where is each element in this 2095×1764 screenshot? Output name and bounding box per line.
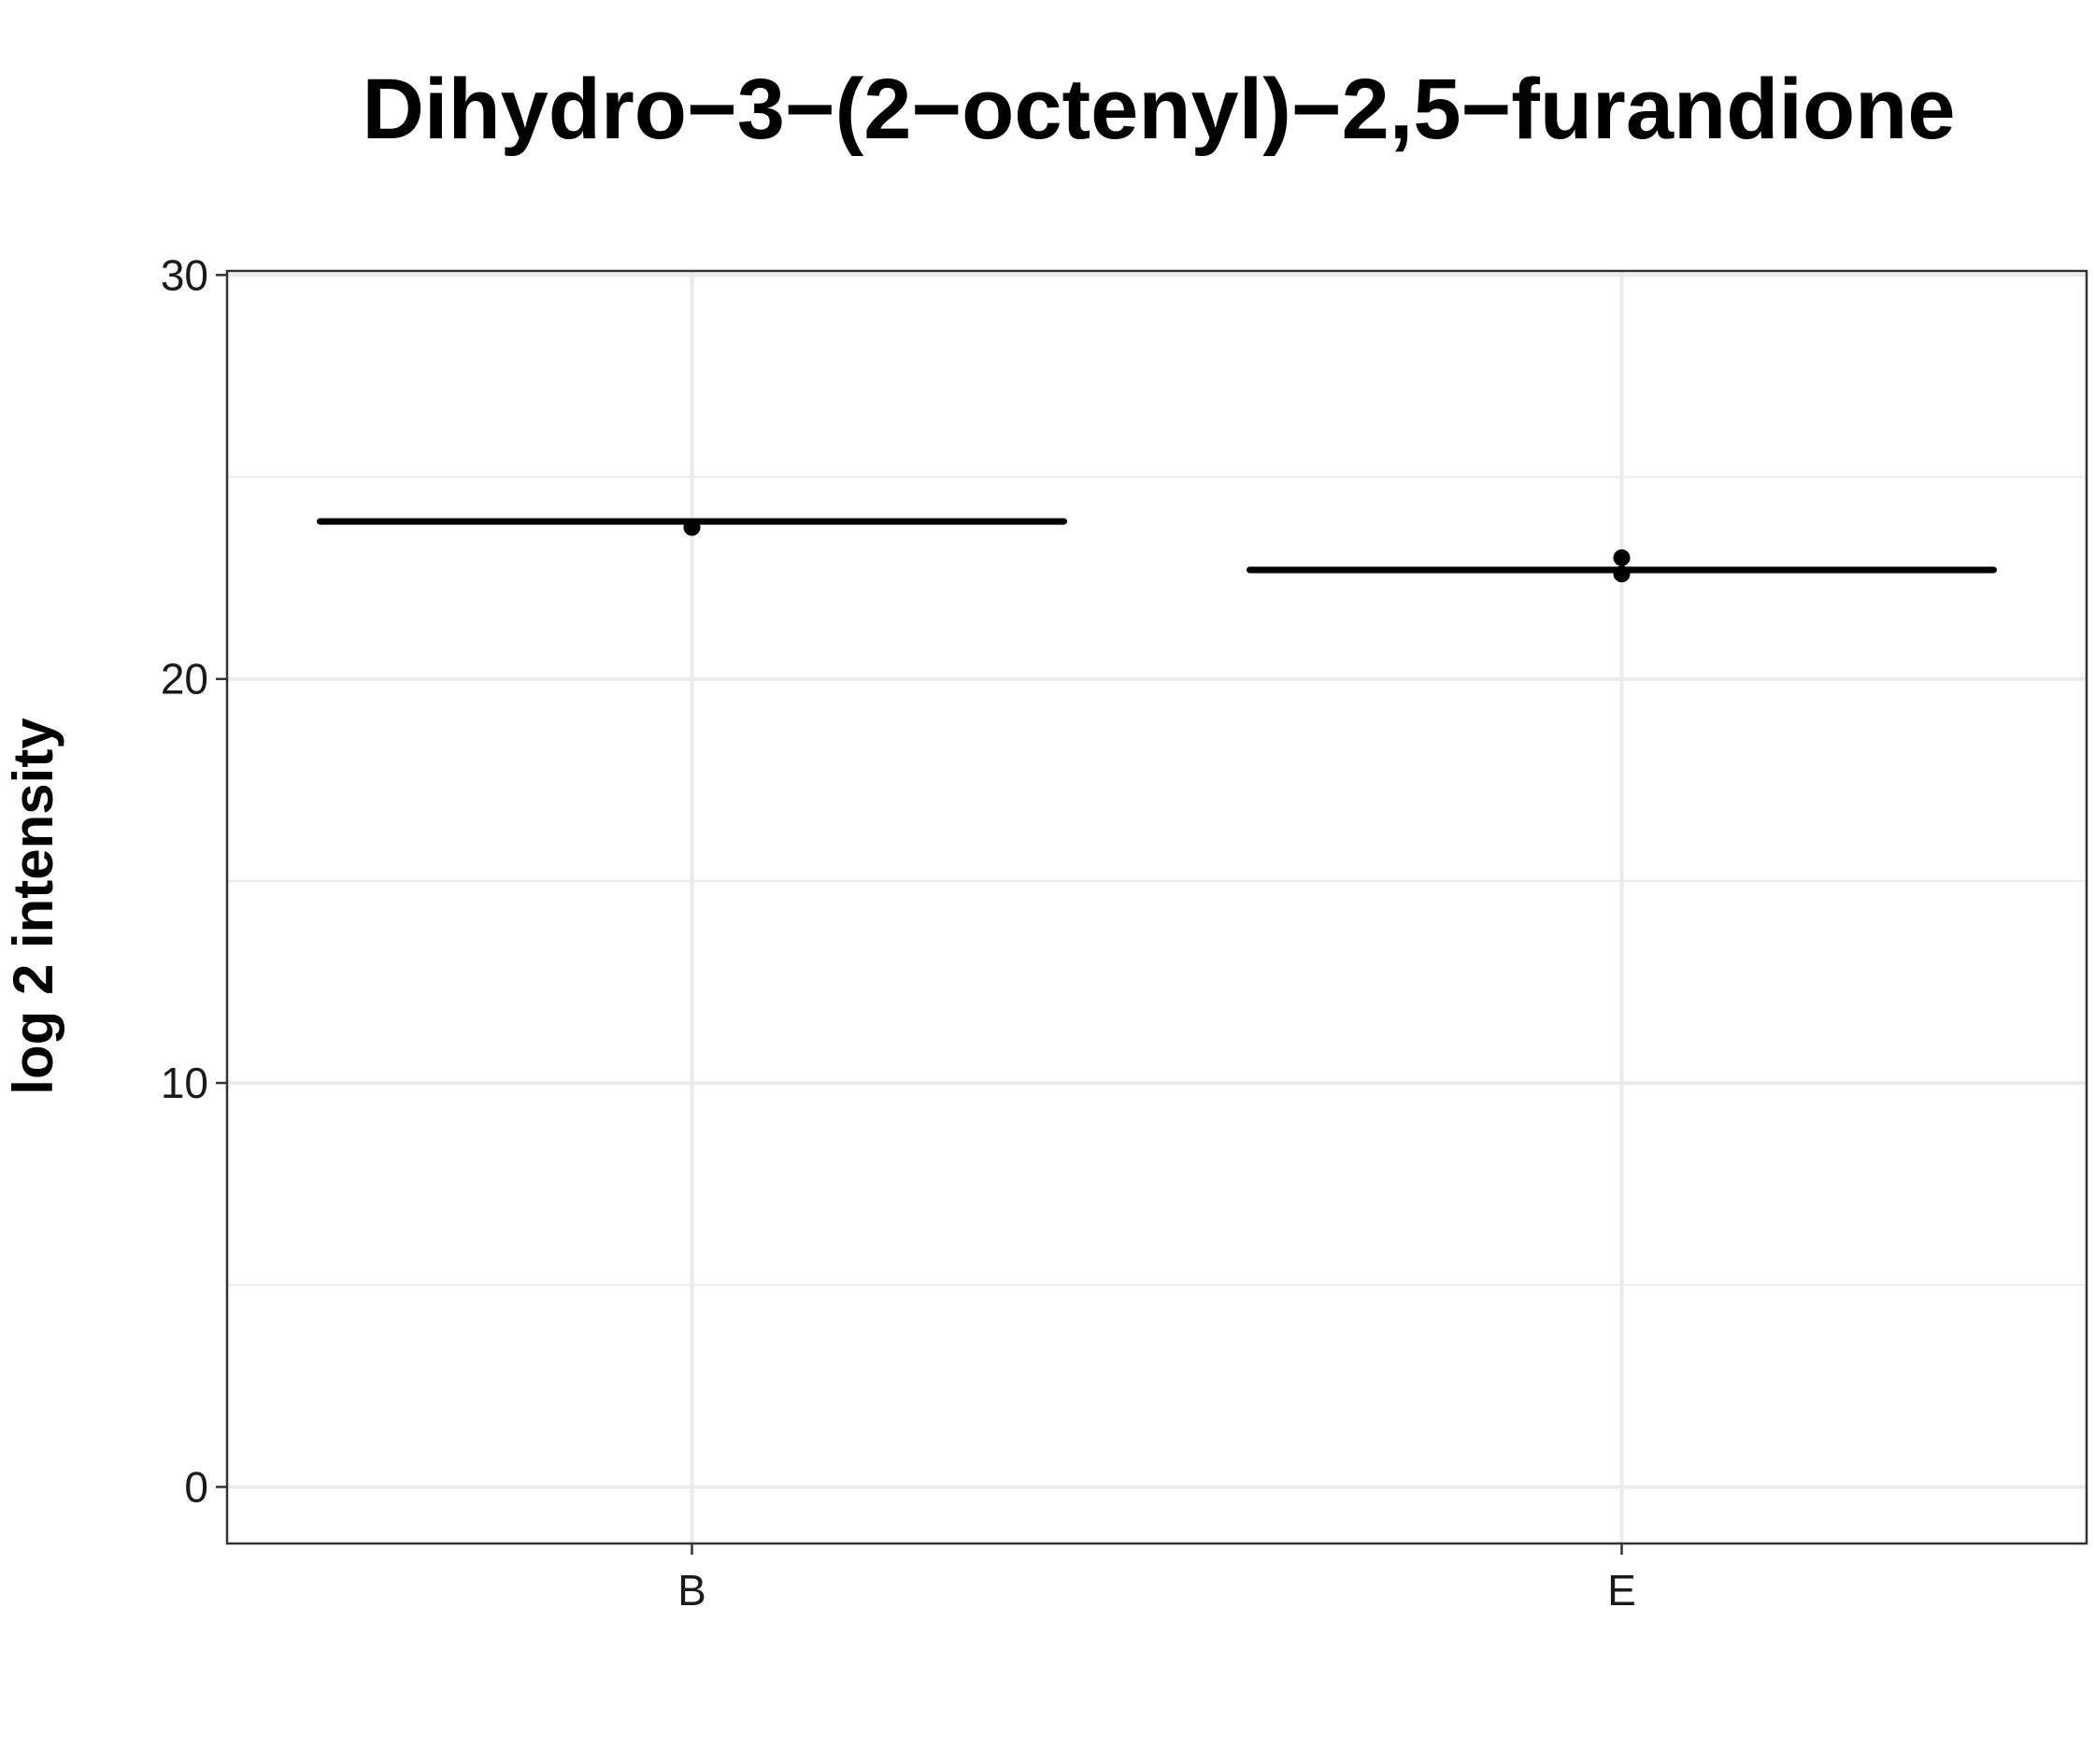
chart-title: Dihydro−3−(2−octenyl)−2,5−furandione [362, 62, 1955, 157]
major-gridlines [227, 271, 2087, 1544]
minor-gridlines [227, 476, 2087, 1287]
data-point-E [1613, 565, 1631, 583]
y-tick-label: 10 [161, 1059, 208, 1107]
x-tick-label: E [1607, 1566, 1636, 1615]
y-tick-label: 30 [161, 250, 208, 299]
y-tick-label: 20 [161, 655, 208, 704]
y-tick-label: 0 [184, 1462, 208, 1511]
data-point-E [1613, 548, 1631, 566]
data-marks [317, 518, 1997, 583]
data-point-B [683, 519, 701, 536]
x-tick-label: B [677, 1566, 706, 1615]
y-axis: 0 10 20 30 [161, 250, 227, 1511]
y-axis-label: log 2 intensity [2, 718, 64, 1095]
panel-border [225, 269, 2088, 1545]
